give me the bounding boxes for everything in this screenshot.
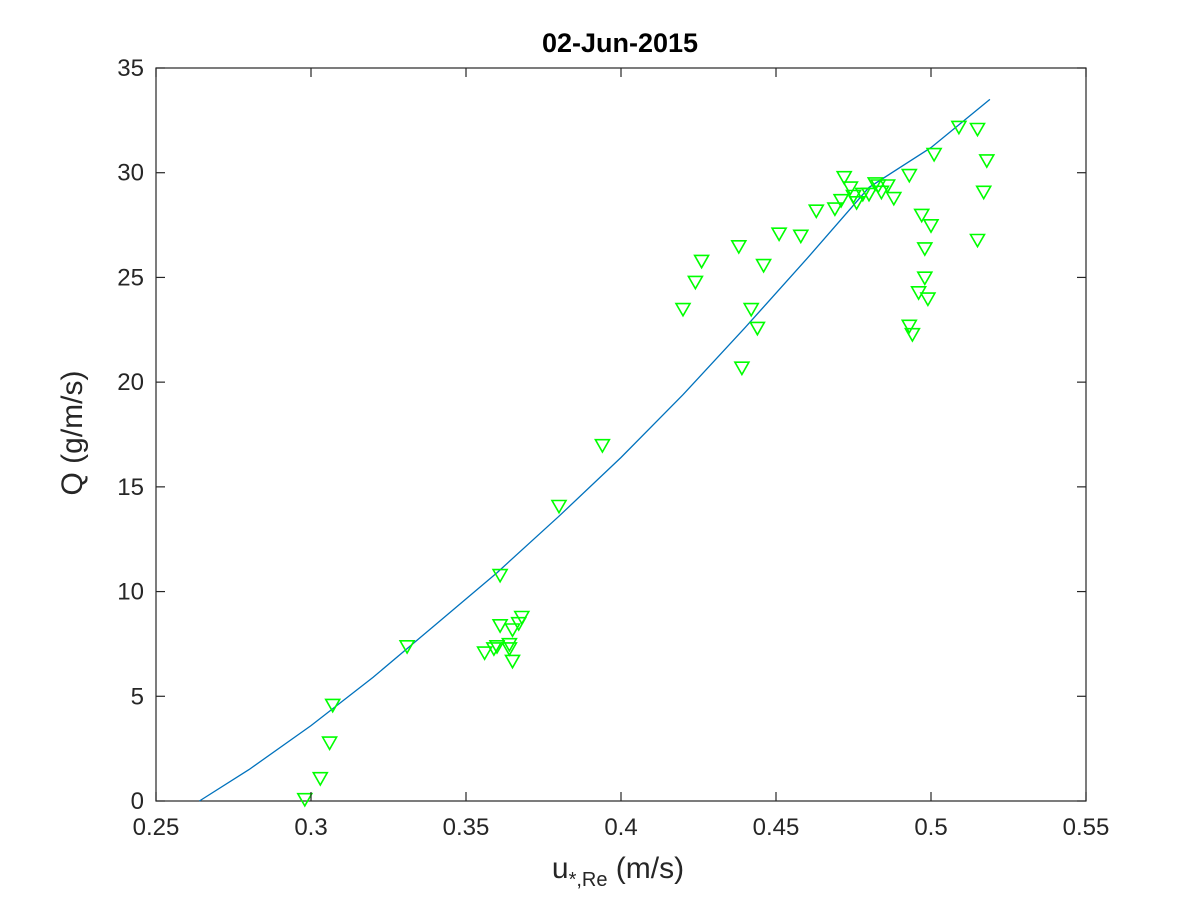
data-point-marker	[687, 275, 704, 291]
data-point-marker	[730, 240, 748, 255]
data-point-marker	[324, 698, 342, 714]
data-point-marker	[398, 639, 416, 655]
y-tick-label: 15	[117, 474, 144, 501]
data-point-marker	[900, 168, 918, 184]
data-point-marker	[879, 179, 896, 194]
data-point-marker	[916, 271, 934, 287]
data-point-marker	[866, 177, 884, 192]
marker-layer	[296, 120, 996, 808]
y-tick-label: 25	[117, 264, 144, 291]
x-tick-label: 0.55	[1063, 814, 1110, 841]
data-point-marker	[296, 792, 314, 808]
y-tick-label: 5	[131, 683, 144, 710]
x-tick-label: 0.5	[914, 814, 947, 841]
data-point-marker	[504, 654, 521, 670]
data-point-marker	[913, 208, 931, 224]
fit-curve	[199, 98, 991, 802]
data-point-marker	[674, 302, 692, 318]
y-tick-label: 30	[117, 160, 144, 187]
data-point-marker	[904, 327, 921, 343]
data-point-marker	[922, 219, 940, 234]
x-tick-label: 0.4	[604, 814, 637, 841]
data-point-marker	[501, 642, 518, 657]
data-point-marker	[501, 637, 518, 653]
data-point-marker	[842, 181, 859, 197]
fit-curve-layer	[199, 98, 991, 802]
x-tick-label: 0.25	[133, 814, 180, 841]
y-axis-label: Q (g/m/s)	[56, 371, 89, 496]
tick-layer: 0.25 0.3 0.35 0.4 0.45 0.5 0.55 0 5 10 15 20 25 30 35	[117, 55, 1109, 841]
data-point-marker	[321, 736, 338, 752]
data-point-marker	[950, 120, 968, 136]
data-point-marker	[594, 438, 611, 454]
data-point-marker	[885, 191, 903, 207]
data-point-marker	[978, 154, 996, 169]
y-tick-label: 20	[117, 369, 144, 396]
data-point-marker	[693, 254, 710, 270]
data-point-marker	[513, 610, 531, 626]
data-point-marker	[491, 568, 509, 584]
data-point-marker	[755, 258, 772, 274]
data-point-marker	[476, 646, 493, 661]
data-point-marker	[969, 122, 986, 138]
data-point-marker	[749, 321, 766, 337]
data-point-marker	[975, 185, 993, 201]
x-axis-label-unit: (m/s)	[607, 852, 684, 885]
plot-area	[155, 67, 1087, 802]
data-point-marker	[919, 292, 937, 308]
data-point-marker	[550, 499, 568, 515]
data-point-marker	[807, 204, 825, 220]
chart-title: 02-Jun-2015	[542, 28, 698, 58]
data-point-marker	[504, 623, 521, 638]
x-tick-label: 0.3	[294, 814, 327, 841]
plot-frame	[155, 67, 1087, 802]
y-tick-label: 35	[117, 55, 144, 82]
data-point-marker	[835, 170, 853, 186]
data-point-marker	[900, 319, 918, 335]
data-point-marker	[770, 227, 788, 243]
data-point-marker	[916, 242, 934, 257]
data-point-marker	[733, 361, 751, 377]
data-point-marker	[792, 229, 810, 245]
data-point-marker	[742, 302, 760, 318]
data-point-marker	[860, 187, 878, 203]
x-tick-label: 0.45	[753, 814, 800, 841]
x-axis-label-main: u	[552, 852, 569, 885]
data-point-marker	[826, 202, 844, 217]
data-point-marker	[488, 639, 506, 655]
data-point-marker	[485, 642, 503, 657]
y-tick-label: 0	[131, 788, 144, 815]
data-point-marker	[873, 185, 890, 201]
data-point-marker	[925, 147, 943, 163]
x-tick-label: 0.35	[443, 814, 490, 841]
data-point-marker	[491, 618, 509, 634]
data-point-marker	[832, 193, 850, 209]
x-axis-label: u*,Re (m/s)	[552, 852, 684, 891]
data-point-marker	[969, 233, 986, 249]
data-point-marker	[848, 196, 865, 211]
y-tick-label: 10	[117, 579, 144, 606]
data-point-marker	[311, 771, 329, 787]
x-axis-label-sub: *,Re	[569, 869, 608, 891]
